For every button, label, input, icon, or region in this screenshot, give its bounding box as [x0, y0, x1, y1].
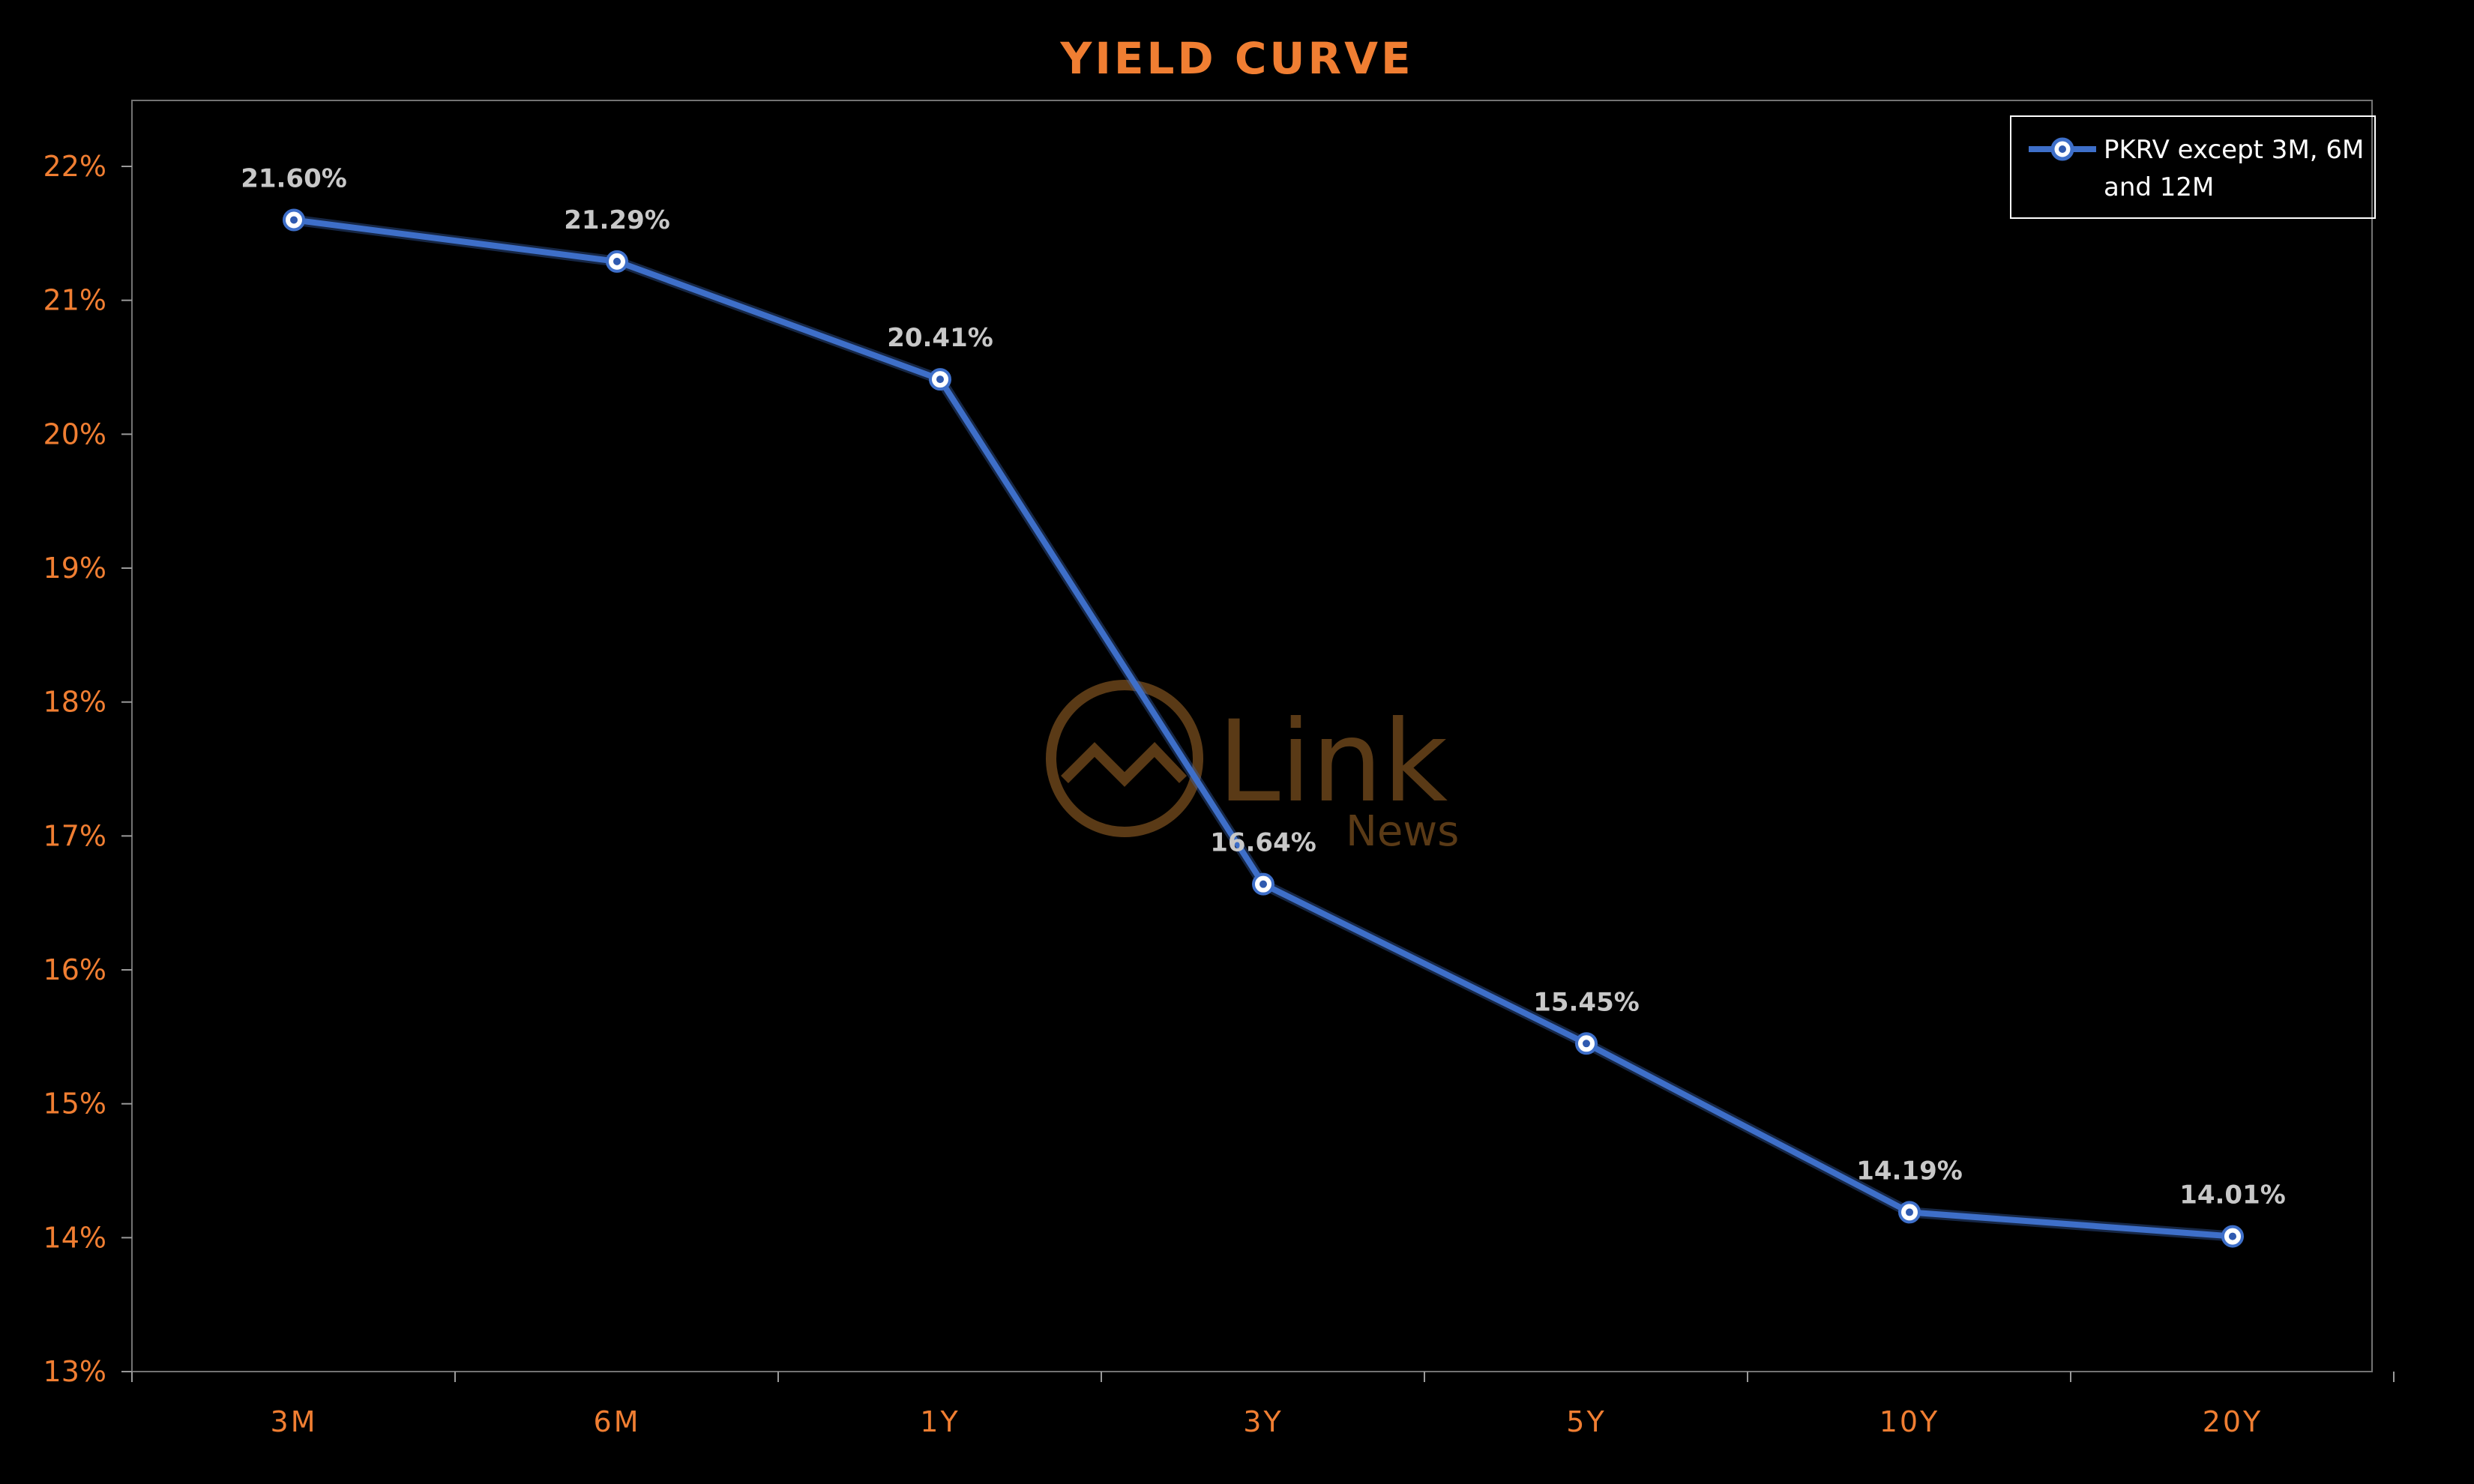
data-point-marker-center	[1906, 1208, 1913, 1216]
x-tick-label: 1Y	[920, 1405, 960, 1438]
x-tick-label: 5Y	[1566, 1405, 1606, 1438]
y-tick-label: 17%	[43, 819, 106, 852]
legend-label-line-2: and 12M	[2104, 172, 2214, 202]
y-tick-label: 19%	[43, 552, 106, 585]
legend-label-line-1: PKRV except 3M, 6M	[2104, 135, 2364, 165]
data-label: 21.60%	[241, 163, 347, 193]
watermark-subtext: News	[1346, 807, 1459, 856]
y-tick-label: 15%	[43, 1088, 106, 1120]
link-news-watermark-logo: Link News	[1046, 680, 1459, 856]
chart-title: YIELD CURVE	[1059, 33, 1413, 84]
legend-box	[2010, 115, 2376, 219]
y-tick-label: 14%	[43, 1221, 106, 1254]
data-point-marker-center	[936, 375, 944, 384]
x-tick-label: 10Y	[1879, 1405, 1940, 1438]
data-labels: 21.60% 21.29% 20.41% 16.64% 15.45% 14.19% 14.0…	[241, 163, 2286, 1210]
data-label: 21.29%	[564, 205, 670, 235]
data-point-marker-center	[2229, 1232, 2236, 1240]
watermark-circle-icon	[1046, 680, 1203, 837]
legend-marker-center	[2059, 145, 2066, 153]
y-axis: 13% 14% 15% 16% 17% 18% 19% 20% 21% 22%	[43, 150, 132, 1388]
y-tick-label: 18%	[43, 686, 106, 719]
data-label: 15.45%	[1533, 987, 1640, 1017]
data-label: 20.41%	[887, 323, 993, 353]
x-tick-label: 3M	[271, 1405, 318, 1438]
data-markers	[283, 208, 2244, 1248]
y-tick-label: 20%	[43, 417, 106, 450]
data-point-marker-center	[1583, 1040, 1590, 1048]
legend: PKRV except 3M, 6M and 12M	[2010, 115, 2376, 219]
watermark-zigzag-icon	[1061, 741, 1188, 787]
plot-area-frame	[131, 100, 2373, 1372]
data-point-marker-center	[1259, 880, 1267, 888]
watermark-text: Link	[1218, 697, 1448, 827]
x-tick-label: 20Y	[2203, 1405, 2263, 1438]
y-tick-label: 13%	[43, 1355, 106, 1388]
data-label: 14.19%	[1856, 1156, 1963, 1186]
y-tick-label: 22%	[43, 150, 106, 183]
x-tick-label: 3Y	[1243, 1405, 1283, 1438]
x-tick-label: 6M	[594, 1405, 641, 1438]
x-axis: 3M 6M 1Y 3Y 5Y 10Y 20Y	[131, 1372, 2395, 1438]
drop-lines	[292, 220, 2234, 1372]
data-point-marker-center	[613, 257, 621, 265]
data-point-marker-center	[290, 216, 298, 224]
data-label: 14.01%	[2179, 1180, 2286, 1210]
y-tick-label: 16%	[43, 953, 106, 986]
data-label: 16.64%	[1210, 828, 1316, 858]
y-tick-label: 21%	[43, 284, 106, 317]
